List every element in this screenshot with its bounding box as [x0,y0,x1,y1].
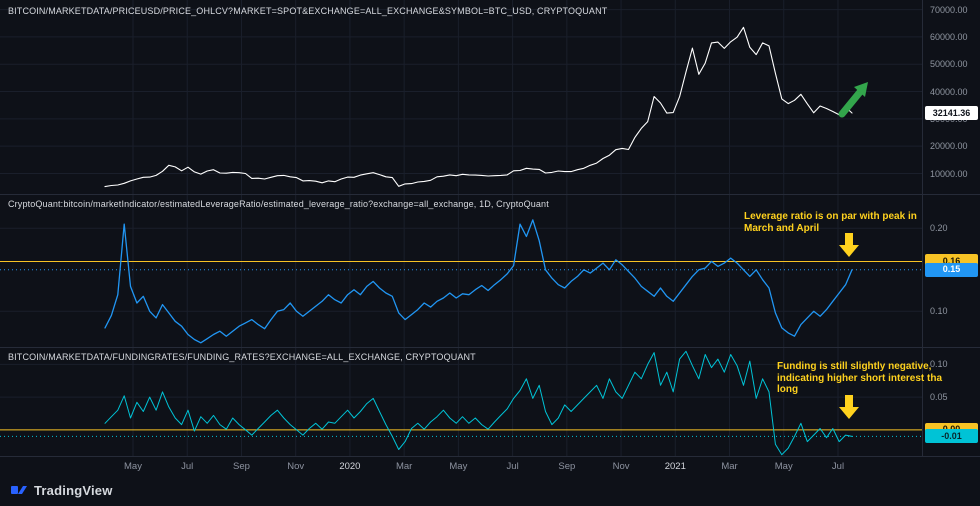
annotation-line: long [777,384,799,395]
brand-label: TradingView [34,482,113,498]
axis-tick-label: 0.20 [930,223,948,234]
axis-tick-label: 20000.00 [930,141,968,152]
price-chart-canvas[interactable] [0,0,922,194]
time-axis-label: Jul [506,461,519,472]
annotation-line: Leverage ratio is on par with peak in [744,211,917,222]
green-up-right-arrow-icon[interactable] [834,72,880,120]
time-axis-label: Jul [831,461,845,472]
tradingview-logo-icon [11,486,27,494]
yellow-down-arrow-icon[interactable] [839,232,859,258]
arrow-shape [839,233,859,257]
axis-tick-label: 60000.00 [930,31,968,42]
axis-tick-label: 0.05 [930,392,948,403]
current-value-label: 32141.36 [925,106,978,120]
time-axis-label: Mar [721,461,738,472]
leverage-panel[interactable]: CryptoQuant:bitcoin/marketIndicator/esti… [0,195,922,347]
leverage-series-title[interactable]: CryptoQuant:bitcoin/marketIndicator/esti… [8,199,549,209]
annotation-line: indicating higher short interest tha [777,372,943,384]
axis-tick-label: 70000.00 [930,4,968,15]
price-scale[interactable]: 70000.0060000.0050000.0040000.0030000.00… [922,0,980,457]
time-axis-separator [0,456,980,457]
yellow-down-arrow-icon[interactable] [839,394,859,420]
time-axis-label: Sep [233,461,250,472]
current-value-label: 0.15 [925,262,978,277]
time-axis-label: Jul [181,461,194,472]
funding-series-title[interactable]: BITCOIN/MARKETDATA/FUNDINGRATES/FUNDING_… [8,352,476,362]
axis-tick-label: 0.10 [930,359,948,370]
annotation-line: Funding is still slightly negative, [777,361,932,372]
annotation-line: March and April [744,222,820,234]
time-axis-label: 2020 [339,461,361,472]
time-axis-label: Sep [558,461,576,472]
time-axis-label: May [449,461,468,472]
time-axis-label: May [124,461,142,472]
funding-panel[interactable]: BITCOIN/MARKETDATA/FUNDINGRATES/FUNDING_… [0,348,942,456]
tradingview-link[interactable]: TradingView [10,481,113,499]
time-axis-label: 2021 [664,461,686,472]
leverage-chart-canvas[interactable] [0,195,922,347]
funding-annotation[interactable]: Funding is still slightly negative, indi… [777,361,942,396]
axis-tick-label: 40000.00 [930,86,968,97]
arrow-head [854,82,868,97]
time-axis-label: Mar [395,461,413,472]
axis-tick-label: 0.10 [930,306,948,317]
price-panel[interactable]: BITCOIN/MARKETDATA/PRICEUSD/PRICE_OHLCV?… [0,0,922,194]
funding-chart-canvas[interactable] [0,348,922,456]
time-axis-label: May [774,461,793,472]
current-value-label: -0.01 [925,429,978,444]
axis-tick-label: 50000.00 [930,59,968,70]
arrow-shape [839,395,859,419]
leverage-annotation[interactable]: Leverage ratio is on par with peak in Ma… [744,211,917,234]
panel-separator[interactable] [0,194,980,195]
axis-tick-label: 10000.00 [930,168,968,179]
time-axis-label: Nov [287,461,305,472]
time-scale[interactable]: May Jul Sep Nov 2020 Mar May Jul Sep Nov 2021 Mar Ma… [0,457,922,477]
time-axis-label: Nov [612,461,630,472]
arrow-shaft [838,88,864,118]
panel-separator[interactable] [0,347,980,348]
price-series-title[interactable]: BITCOIN/MARKETDATA/PRICEUSD/PRICE_OHLCV?… [8,6,608,16]
